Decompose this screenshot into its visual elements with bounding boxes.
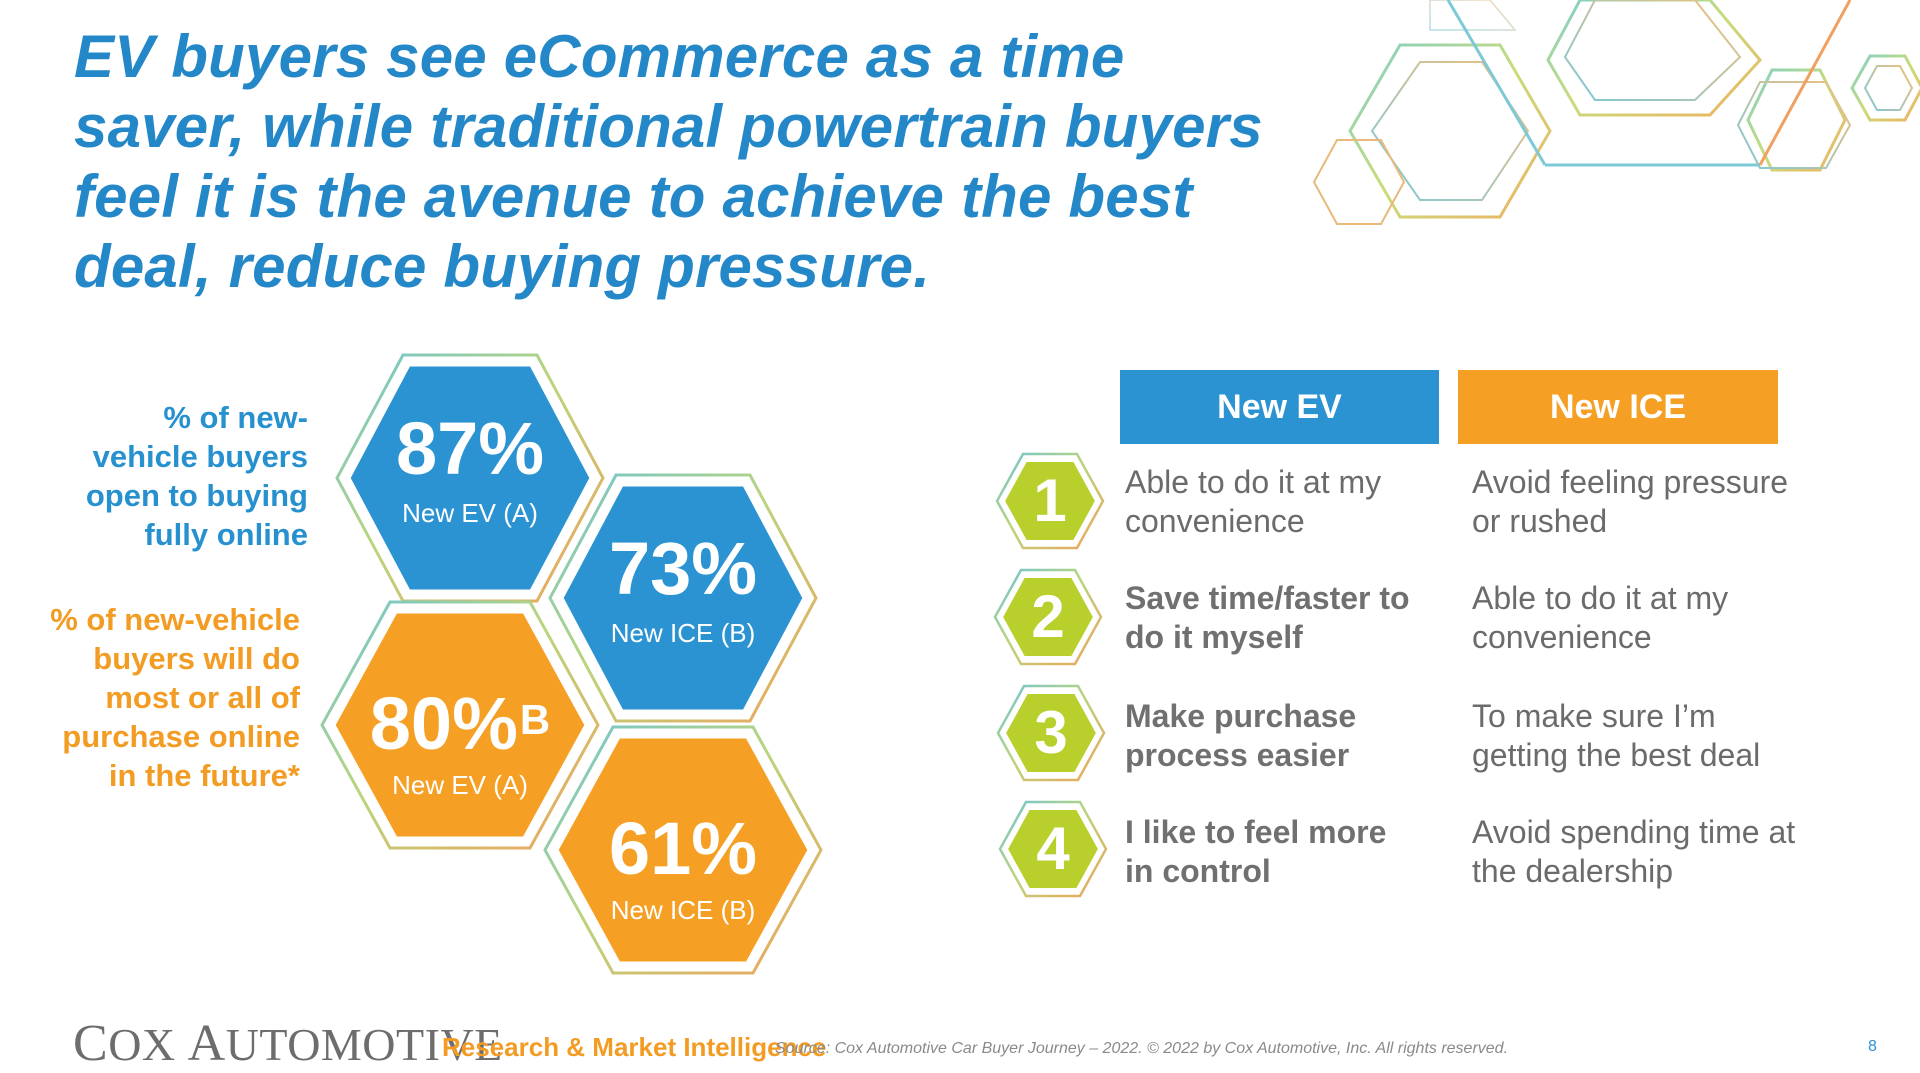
hex-value: 80% [369,682,518,765]
hex-value: 87% [395,407,545,490]
hex-label: New EV (A) [402,498,538,528]
hex-new-ev-online: 87% New EV (A) [335,353,605,603]
ice-reason-2: Able to do it at my convenience [1472,580,1729,655]
rank-badge-1: 1 [995,452,1105,550]
hexagon-shape [335,353,605,603]
rank-badge-2: 2 [993,568,1103,666]
decorative-hexagons [1312,0,1920,225]
rank-badge-3: 3 [996,684,1106,782]
cox-automotive-logo: COX AUTOMOTIVE [73,1015,503,1072]
hex-label: New ICE (B) [610,618,756,648]
rank-hexagon [995,452,1105,550]
tagline: Research & Market Intelligence [442,1032,827,1062]
rank-hexagon [996,684,1106,782]
rank-number: 3 [1034,699,1068,766]
page-number: 8 [1868,1038,1877,1055]
ice-reason-4: Avoid spending time at the dealership [1472,814,1796,889]
hex-new-ice-online: 73% New ICE (B) [548,473,818,723]
page-title: EV buyers see eCommerce as a time saver,… [74,23,1263,300]
open-online-label: % of new-vehicle buyers open to buying f… [85,400,308,552]
rank-hexagon [998,800,1108,898]
hex-value: 73% [608,527,758,610]
rank-hexagon [993,568,1103,666]
rank-number: 1 [1033,467,1067,534]
rank-number: 2 [1031,583,1065,650]
ev-reason-4: I like to feel more in control [1125,814,1387,889]
hexagon-shape [543,725,823,975]
hex-value: 61% [608,807,758,890]
rank-number: 4 [1036,815,1070,882]
hex-label: New EV (A) [392,770,528,800]
rank-badge-4: 4 [998,800,1108,898]
hexagon-shape [320,600,600,850]
column-header-new-ice: New ICE [1458,370,1778,444]
ev-reason-2: Save time/faster to do it myself [1125,580,1410,655]
column-header-new-ev: New EV [1120,370,1439,444]
significance-marker: B [519,696,551,743]
hex-new-ice-future: 61% New ICE (B) [543,725,823,975]
hexagon-shape [548,473,818,723]
ev-reason-1: Able to do it at my convenience [1125,464,1382,539]
hex-label: New ICE (B) [610,895,756,925]
ice-reason-3: To make sure I’m getting the best deal [1472,698,1761,773]
source-note: Source: Cox Automotive Car Buyer Journey… [775,1040,1509,1057]
hex-new-ev-future: 80%B New EV (A) [320,600,600,850]
purchase-future-label: % of new-vehicle buyers will do most or … [50,602,300,793]
ev-reason-3: Make purchase process easier [1125,698,1357,773]
ice-reason-1: Avoid feeling pressure or rushed [1472,464,1789,539]
